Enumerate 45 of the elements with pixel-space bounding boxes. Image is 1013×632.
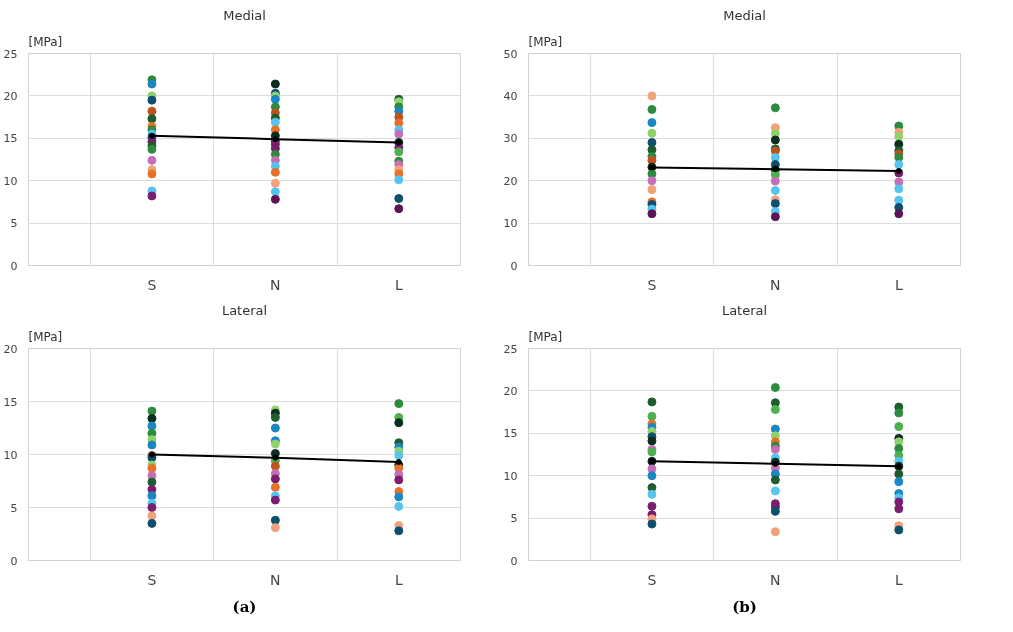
y-tick-label: 50 bbox=[503, 47, 518, 61]
x-tick-label: N bbox=[270, 276, 281, 293]
y-tick-label: 20 bbox=[3, 89, 18, 103]
x-tick-label: N bbox=[770, 276, 781, 293]
x-tick-label: S bbox=[147, 276, 157, 293]
y-axis-title: [MPa] bbox=[528, 34, 563, 49]
y-tick-label: 15 bbox=[3, 132, 18, 146]
y-tick-label: 20 bbox=[503, 174, 518, 188]
chart-title: Lateral bbox=[721, 302, 768, 318]
y-axis-title: [MPa] bbox=[28, 329, 63, 344]
y-tick-label: 15 bbox=[503, 427, 518, 441]
y-tick-label: 5 bbox=[10, 501, 18, 515]
chart-title: Medial bbox=[223, 7, 266, 23]
chart-title: Medial bbox=[723, 7, 766, 23]
chart-title: Lateral bbox=[221, 302, 268, 318]
x-tick-label: L bbox=[394, 571, 403, 588]
y-tick-label: 10 bbox=[503, 217, 518, 231]
y-tick-label: 0 bbox=[510, 259, 518, 273]
y-tick-label: 30 bbox=[503, 132, 518, 146]
y-tick-label: 0 bbox=[10, 554, 18, 568]
y-axis-title: [MPa] bbox=[28, 34, 63, 49]
y-tick-label: 40 bbox=[503, 89, 518, 103]
y-tick-label: 0 bbox=[10, 259, 18, 273]
y-tick-label: 15 bbox=[3, 395, 18, 409]
y-tick-label: 20 bbox=[3, 342, 18, 356]
text: (a) bbox=[232, 597, 257, 616]
y-tick-label: 20 bbox=[503, 384, 518, 398]
x-tick-label: S bbox=[647, 571, 657, 588]
x-tick-label: S bbox=[147, 571, 157, 588]
x-tick-label: S bbox=[647, 276, 657, 293]
y-tick-label: 25 bbox=[503, 342, 518, 356]
x-tick-label: L bbox=[894, 276, 903, 293]
y-axis-title: [MPa] bbox=[528, 329, 563, 344]
y-tick-label: 10 bbox=[3, 174, 18, 188]
y-tick-label: 0 bbox=[510, 554, 518, 568]
y-tick-label: 5 bbox=[10, 217, 18, 231]
x-tick-label: N bbox=[770, 571, 781, 588]
text: (b) bbox=[732, 597, 757, 616]
y-tick-label: 10 bbox=[3, 448, 18, 462]
x-tick-label: N bbox=[270, 571, 281, 588]
y-tick-label: 5 bbox=[510, 512, 518, 526]
y-tick-label: 10 bbox=[503, 469, 518, 483]
x-tick-label: L bbox=[394, 276, 403, 293]
y-tick-label: 25 bbox=[3, 47, 18, 61]
x-tick-label: L bbox=[894, 571, 903, 588]
